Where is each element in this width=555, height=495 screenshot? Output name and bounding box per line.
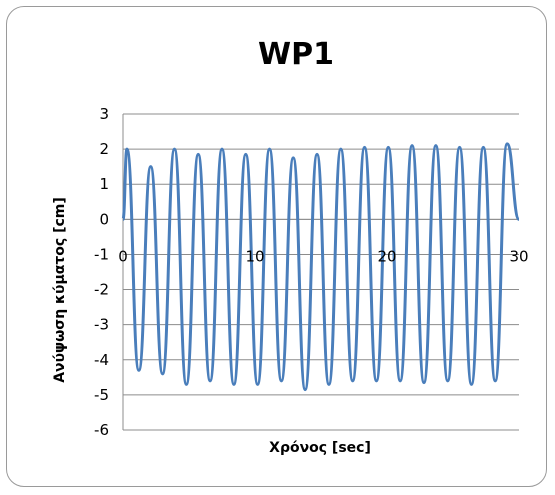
grid-lines — [122, 113, 519, 431]
y-tick-label: 0 — [99, 210, 109, 228]
chart-frame — [6, 6, 547, 487]
y-tick-label: -1 — [94, 245, 109, 263]
y-tick-label: -3 — [94, 316, 109, 334]
y-tick-label: 1 — [99, 175, 109, 193]
y-tick-label: -6 — [94, 421, 109, 439]
y-tick-label: -2 — [94, 281, 109, 299]
y-tick-label: 3 — [99, 105, 109, 123]
x-tick-label: 10 — [245, 247, 264, 265]
series-layer: 0 10 20 30 — [118, 142, 529, 392]
x-tick-label: 20 — [377, 247, 396, 265]
x-axis-label: Χρόνος [sec] — [269, 440, 371, 456]
y-axis-label: Ανύψωση κύματος [cm] — [52, 197, 68, 383]
x-tick-label: 30 — [509, 247, 528, 265]
y-tick-label: -5 — [94, 386, 109, 404]
y-tick-label: -4 — [94, 351, 109, 369]
tick-labels: 3 2 1 0 -1 -2 -3 -4 -5 -6 — [94, 105, 109, 439]
series-line-0 — [121, 142, 521, 392]
y-tick-label: 2 — [99, 140, 109, 158]
chart-title: WP1 — [258, 37, 334, 72]
x-tick-label: 0 — [118, 247, 128, 265]
